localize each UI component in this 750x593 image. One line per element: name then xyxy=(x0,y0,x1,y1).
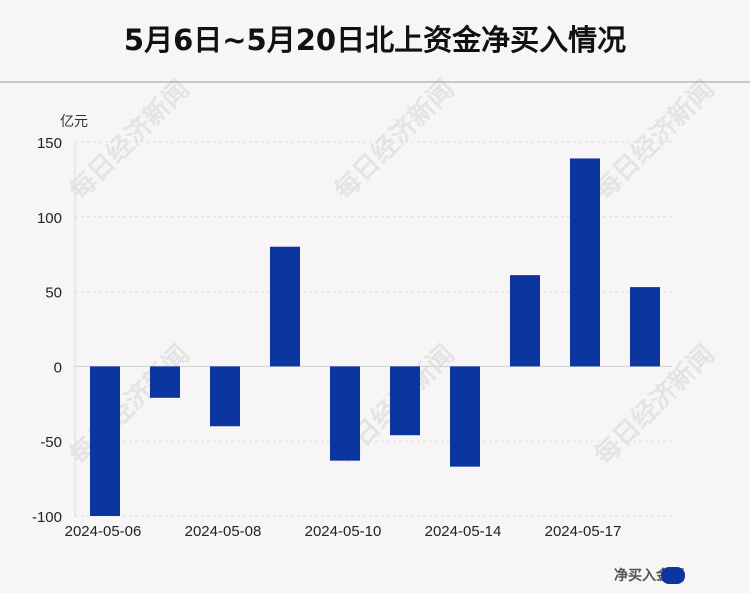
bar-2024-05-07 xyxy=(150,366,180,398)
bar-2024-05-13 xyxy=(390,366,420,436)
y-tick-label: -50 xyxy=(40,434,62,451)
bar-2024-05-15 xyxy=(510,275,540,367)
chart-title: 5月6日~5月20日北上资金净买入情况 xyxy=(123,23,627,57)
bar-2024-05-09 xyxy=(270,246,300,367)
x-tick-label: 2024-05-06 xyxy=(65,523,142,540)
x-tick-label: 2024-05-10 xyxy=(305,523,382,540)
bar-2024-05-08 xyxy=(210,366,240,427)
bar-2024-05-17 xyxy=(570,158,600,367)
x-tick-label: 2024-05-08 xyxy=(185,523,262,540)
title-divider xyxy=(0,81,750,83)
bar-2024-05-10 xyxy=(330,366,360,461)
y-tick-label: 50 xyxy=(45,285,62,302)
bar-2024-05-20 xyxy=(630,287,660,367)
y-axis-unit: 亿元 xyxy=(60,114,88,130)
bar-2024-05-14 xyxy=(450,366,480,467)
y-tick-label: 100 xyxy=(37,210,62,227)
y-tick-label: -100 xyxy=(32,509,62,526)
y-tick-label: 0 xyxy=(54,359,62,376)
y-tick-label: 150 xyxy=(37,135,62,152)
legend-swatch xyxy=(661,567,685,584)
bar-2024-05-06 xyxy=(90,366,120,516)
x-tick-label: 2024-05-17 xyxy=(545,523,622,540)
x-tick-label: 2024-05-14 xyxy=(425,523,502,540)
